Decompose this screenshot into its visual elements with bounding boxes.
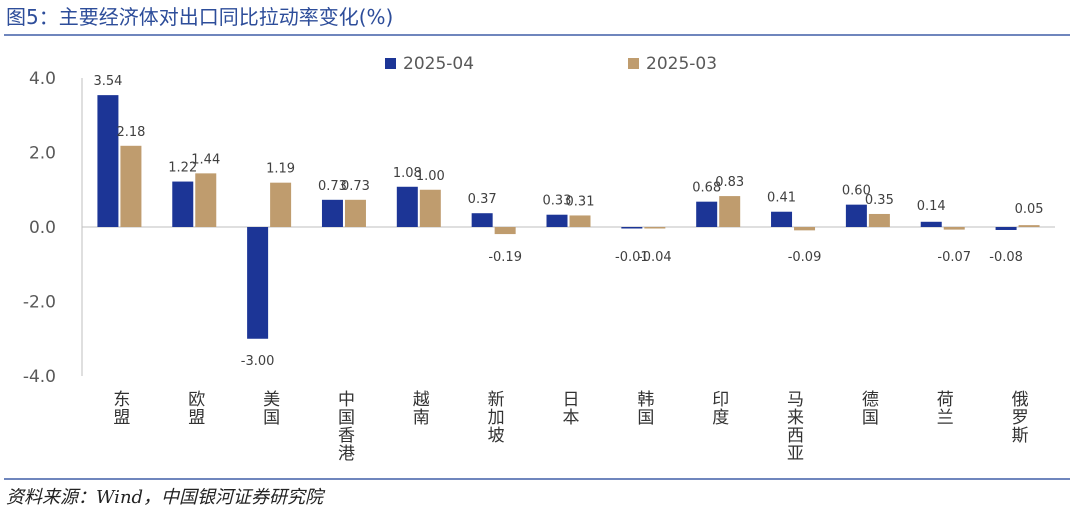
- data-label: 0.33: [543, 194, 572, 209]
- data-label: 3.54: [93, 74, 122, 89]
- x-category-label: 印度: [708, 390, 729, 426]
- x-category-label: 东盟: [109, 390, 130, 426]
- x-category-label: 美国: [259, 390, 280, 426]
- data-label: 0.37: [468, 192, 497, 207]
- bar-2025-03-新加坡: [494, 227, 516, 235]
- data-label: 1.19: [266, 162, 295, 177]
- data-label: -0.04: [638, 250, 672, 265]
- bar-chart: 4.0 2.0 0.0 -2.0 -4.0 2025-04 2025-03 3.54 2.18 东…: [23, 54, 1055, 462]
- legend-swatch-2025-03: [628, 58, 639, 69]
- bar-2025-04-日本: [546, 214, 568, 227]
- data-label: 1.08: [393, 166, 422, 181]
- bar-2025-04-新加坡: [471, 213, 493, 227]
- data-label: 0.73: [341, 179, 370, 194]
- y-tick-label: 4.0: [29, 69, 56, 89]
- top-divider: [4, 34, 1070, 36]
- bar-2025-04-印度: [696, 201, 718, 227]
- bar-2025-04-德国: [845, 204, 867, 227]
- data-label: -0.09: [788, 250, 822, 265]
- y-tick-label: 0.0: [29, 218, 56, 238]
- legend-label: 2025-04: [403, 54, 474, 74]
- x-category-label: 德国: [858, 390, 879, 426]
- data-label: 0.05: [1015, 202, 1044, 217]
- y-tick-label: -2.0: [23, 293, 56, 313]
- bar-2025-03-马来西亚: [794, 227, 816, 231]
- x-category-label: 马来西亚: [783, 390, 804, 462]
- source-note: 资料来源：Wind，中国银河证券研究院: [6, 487, 324, 508]
- y-tick-label: 2.0: [29, 144, 56, 164]
- bar-2025-03-东盟: [120, 145, 142, 227]
- y-tick-label: -4.0: [23, 367, 56, 387]
- x-category-label: 韩国: [633, 390, 654, 426]
- data-label: 1.00: [416, 169, 445, 184]
- legend-swatch-2025-04: [385, 58, 396, 69]
- data-label: 0.41: [767, 191, 796, 206]
- bar-2025-03-越南: [419, 189, 441, 227]
- data-label: 0.73: [318, 179, 347, 194]
- bar-2025-03-俄罗斯: [1018, 225, 1040, 227]
- x-category-label: 中国香港: [334, 390, 355, 462]
- data-label: -0.07: [937, 250, 971, 265]
- bar-2025-04-越南: [396, 186, 418, 227]
- bar-2025-03-欧盟: [195, 173, 217, 227]
- data-label: 1.44: [191, 152, 220, 167]
- bar-2025-04-美国: [247, 227, 269, 339]
- bar-2025-03-美国: [270, 182, 292, 227]
- data-label: 0.60: [842, 184, 871, 199]
- data-label: 0.68: [692, 181, 721, 196]
- x-category-label: 新加坡: [484, 390, 505, 444]
- data-label: -0.01: [615, 250, 649, 265]
- bar-2025-03-韩国: [644, 227, 666, 229]
- bar-2025-04-韩国: [621, 227, 643, 229]
- bar-2025-04-欧盟: [172, 181, 194, 227]
- data-label: 2.18: [116, 125, 145, 140]
- bar-2025-03-印度: [719, 196, 741, 227]
- bar-2025-03-中国香港: [344, 199, 366, 227]
- bottom-divider: [4, 478, 1070, 480]
- data-label: 0.35: [865, 193, 894, 208]
- data-label: 0.83: [715, 175, 744, 190]
- bar-2025-04-荷兰: [920, 221, 942, 227]
- data-label: 0.14: [917, 199, 946, 214]
- data-label: 1.22: [168, 161, 197, 176]
- bar-2025-04-俄罗斯: [995, 227, 1017, 230]
- x-category-label: 俄罗斯: [1008, 390, 1029, 444]
- bar-2025-04-中国香港: [321, 199, 343, 227]
- bar-2025-03-荷兰: [943, 227, 965, 230]
- data-label: -3.00: [241, 354, 275, 369]
- data-label: -0.08: [989, 250, 1023, 265]
- data-label: -0.19: [488, 250, 522, 265]
- x-category-label: 越南: [409, 390, 430, 426]
- x-category-label: 日本: [559, 390, 580, 426]
- bar-2025-03-德国: [868, 213, 890, 227]
- x-category-label: 欧盟: [184, 390, 205, 426]
- legend-label: 2025-03: [646, 54, 717, 74]
- bar-2025-04-东盟: [97, 95, 119, 227]
- bar-2025-04-马来西亚: [771, 211, 793, 227]
- data-label: 0.31: [566, 194, 595, 209]
- figure-title: 图5：主要经济体对出口同比拉动率变化(%): [6, 5, 394, 29]
- bar-2025-03-日本: [569, 215, 591, 227]
- x-category-label: 荷兰: [933, 390, 954, 426]
